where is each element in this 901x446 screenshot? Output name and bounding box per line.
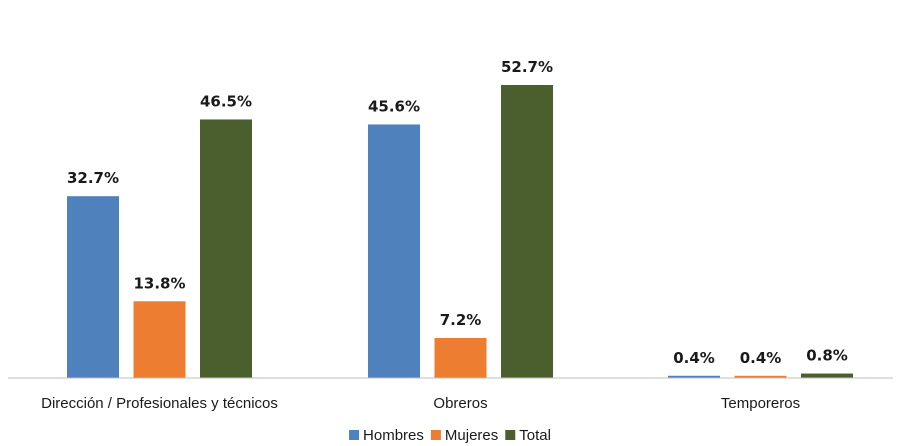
legend-label-total: Total [519, 427, 551, 444]
data-label-hombres-direccion-profesionales-y-tecnicos: 32.7% [67, 169, 119, 187]
legend-label-hombres: Hombres [363, 427, 424, 444]
bar-total-obreros [501, 84, 553, 378]
data-label-total-direccion-profesionales-y-tecnicos: 46.5% [200, 92, 252, 110]
bars-layer [67, 84, 853, 379]
bar-total-temporeros [801, 373, 853, 378]
bar-mujeres-temporeros [734, 375, 787, 378]
data-label-mujeres-temporeros: 0.4% [740, 349, 782, 367]
legend: Hombres Mujeres Total [349, 427, 551, 444]
bar-hombres-direccion-profesionales-y-tecnicos [67, 196, 119, 378]
legend-swatch-mujeres [430, 430, 441, 440]
bar-mujeres-direccion-profesionales-y-tecnicos [133, 301, 186, 378]
bar-hombres-obreros [368, 124, 420, 379]
x-tick-label-temporeros: Temporeros [721, 395, 800, 412]
bar-total-direccion-profesionales-y-tecnicos [200, 119, 252, 379]
legend-swatch-hombres [349, 430, 360, 440]
data-label-mujeres-direccion-profesionales-y-tecnicos: 13.8% [133, 274, 185, 292]
x-tick-label-direccion-profesionales-y-tecnicos: Dirección / Profesionales y técnicos [41, 395, 278, 412]
bar-mujeres-obreros [434, 337, 487, 378]
bar-hombres-temporeros [668, 375, 720, 378]
legend-label-mujeres: Mujeres [445, 427, 498, 444]
x-tick-labels-layer: Dirección / Profesionales y técnicos Obre… [41, 395, 800, 412]
data-label-total-obreros: 52.7% [501, 58, 553, 76]
x-tick-label-obreros: Obreros [433, 395, 487, 412]
data-label-hombres-temporeros: 0.4% [673, 349, 715, 367]
data-label-hombres-obreros: 45.6% [368, 97, 420, 115]
data-labels-layer: 32.7% 13.8% 46.5% 45.6% 7.2% 52.7% 0.4% 0.4% 0.8… [67, 58, 848, 367]
data-label-mujeres-obreros: 7.2% [440, 311, 482, 329]
data-label-total-temporeros: 0.8% [806, 347, 848, 365]
legend-swatch-total [505, 430, 516, 440]
